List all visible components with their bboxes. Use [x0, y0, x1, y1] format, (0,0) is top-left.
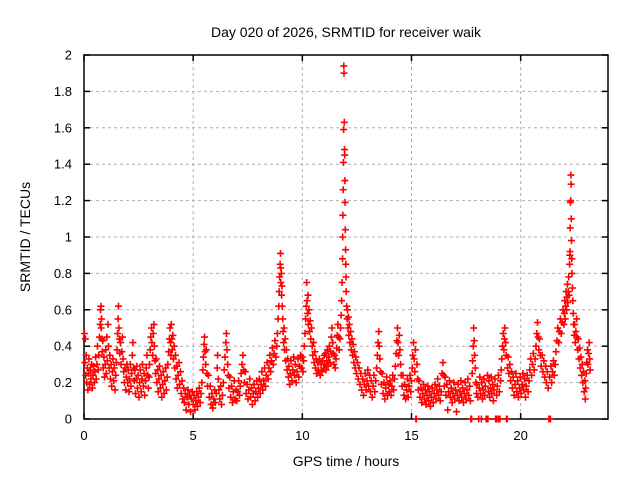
y-tick-label: 0.2	[54, 375, 72, 390]
y-tick-label: 0.4	[54, 339, 72, 354]
data-points-series	[80, 62, 594, 423]
x-axis-label: GPS time / hours	[293, 453, 400, 469]
x-tick-label: 20	[513, 428, 527, 443]
y-tick-label: 0.8	[54, 266, 72, 281]
tick-layer	[83, 54, 608, 420]
chart-title: Day 020 of 2026, SRMTID for receiver wai…	[211, 24, 482, 40]
y-tick-label: 2	[65, 48, 72, 63]
y-tick-label: 0.6	[54, 302, 72, 317]
tick-label-layer: 0 5 10 15 20 0 0.2 0.4 0.6 0.8 1 1.2 1.4 1.6 1.8 2	[54, 48, 528, 444]
grid-layer	[84, 55, 608, 419]
y-tick-label: 1	[65, 230, 72, 245]
y-tick-label: 1.8	[54, 84, 72, 99]
y-axis-label: SRMTID / TECUs	[17, 182, 33, 292]
x-tick-label: 10	[295, 428, 309, 443]
x-tick-label: 15	[404, 428, 418, 443]
y-tick-label: 1.2	[54, 193, 72, 208]
x-tick-label: 0	[80, 428, 87, 443]
x-tick-label: 5	[190, 428, 197, 443]
y-tick-label: 1.4	[54, 157, 72, 172]
y-tick-label: 0	[65, 412, 72, 427]
data-points-layer	[80, 62, 594, 423]
y-tick-label: 1.6	[54, 120, 72, 135]
